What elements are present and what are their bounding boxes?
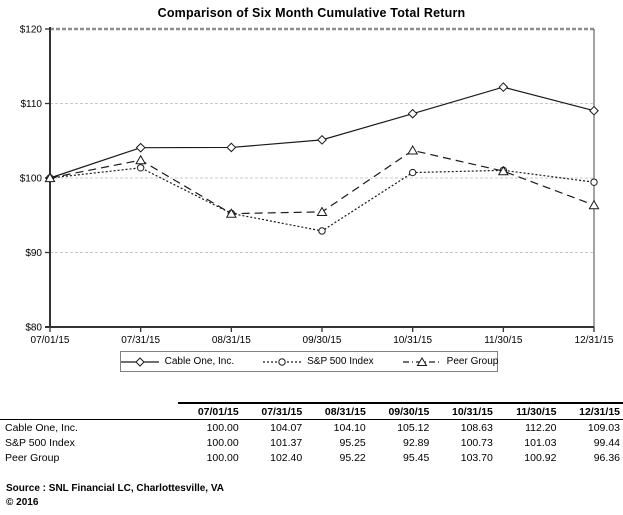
svg-text:09/30/15: 09/30/15 [303,335,342,346]
svg-text:11/30/15: 11/30/15 [484,335,523,346]
table-cell: 109.03 [587,421,620,434]
legend-label: Peer Group [446,356,499,367]
source-note: Source : SNL Financial LC, Charlottesvil… [6,483,225,494]
table-cell: 104.10 [333,421,366,434]
svg-text:07/31/15: 07/31/15 [121,335,160,346]
svg-text:$120: $120 [20,25,43,36]
gridlines [50,103,594,253]
series-s-p-500-index [46,164,598,235]
table-cell: 101.03 [524,436,557,449]
row-label: Peer Group [5,451,60,464]
table-column-header: 10/31/15 [432,402,496,420]
table-row: Cable One, Inc. 100.00 104.07 104.10 105.12 1… [0,420,623,436]
table-row: Peer Group 100.00 102.40 95.22 95.45 103.70 10… [0,450,623,465]
svg-text:$80: $80 [25,323,42,334]
legend-item-sp500: S&P 500 Index [262,356,374,367]
table-column-header: 11/30/15 [495,402,560,420]
legend-item-peer-group: Peer Group [402,356,499,367]
legend-label: Cable One, Inc. [164,356,235,367]
table-cell: 100.92 [524,451,557,464]
triangle-marker-icon [402,356,441,366]
table-cell: 105.12 [397,421,430,434]
returns-table: 07/01/15 07/31/15 08/31/15 09/30/15 10/31/15… [0,402,623,465]
table-column-header: 09/30/15 [368,402,433,420]
diamond-marker-icon [120,356,159,367]
table-column-header: 07/01/15 [178,402,242,420]
svg-text:08/31/15: 08/31/15 [212,335,251,346]
table-cell: 112.20 [525,421,557,434]
table-cell: 92.89 [403,436,430,449]
table-cell: 95.45 [403,451,430,464]
svg-text:$90: $90 [25,248,42,259]
table-cell: 100.00 [206,421,239,434]
legend-item-cable-one: Cable One, Inc. [120,356,234,367]
svg-text:$110: $110 [20,99,42,110]
table-cell: 99.44 [593,436,620,449]
chart-title: Comparison of Six Month Cumulative Total… [157,6,466,20]
row-label: S&P 500 Index [5,436,75,449]
table-cell: 108.63 [460,421,493,434]
returns-table-wrap: 07/01/15 07/31/15 08/31/15 09/30/15 10/31/15… [0,402,623,465]
table-column-header: 07/31/15 [241,402,306,420]
circle-marker-icon [263,357,302,366]
svg-text:$100: $100 [20,174,43,185]
table-header-row: 07/01/15 07/31/15 08/31/15 09/30/15 10/31/15… [0,402,623,420]
table-cell: 100.00 [206,451,239,464]
svg-text:07/01/15: 07/01/15 [31,335,70,346]
x-tick-labels: 07/01/15 07/31/15 08/31/15 09/30/15 10/31/15… [31,327,614,346]
table-cell: 104.07 [270,421,303,434]
table-cell: 101.37 [270,436,303,449]
table-cell: 103.70 [460,451,493,464]
table-cell: 100.73 [460,436,493,449]
y-tick-labels: $80 $90 $100 $110 $120 [20,25,50,334]
series-cable-one-inc [45,82,599,183]
chart-legend: Cable One, Inc. S&P 500 Index Peer Group [120,351,498,372]
series-peer-group [44,145,600,218]
legend-label: S&P 500 Index [307,356,374,367]
row-label: Cable One, Inc. [5,421,78,434]
table-cell: 102.40 [270,451,303,464]
table-cell: 100.00 [206,436,239,449]
svg-text:10/31/15: 10/31/15 [393,335,432,346]
table-column-header: 12/31/15 [559,402,623,420]
table-body: Cable One, Inc. 100.00 104.07 104.10 105.12 1… [0,420,623,466]
table-cell: 95.22 [339,451,366,464]
table-row: S&P 500 Index 100.00 101.37 95.25 92.89 100.7… [0,435,623,450]
copyright-note: © 2016 [6,497,39,508]
table-cell: 95.25 [339,436,366,449]
table-corner-cell [0,403,179,420]
table-column-header: 08/31/15 [305,402,369,420]
svg-text:12/31/15: 12/31/15 [575,335,614,346]
table-cell: 96.36 [593,451,620,464]
line-chart: $80 $90 $100 $110 $120 07/01/15 07/31/15 08/31/… [20,25,614,347]
